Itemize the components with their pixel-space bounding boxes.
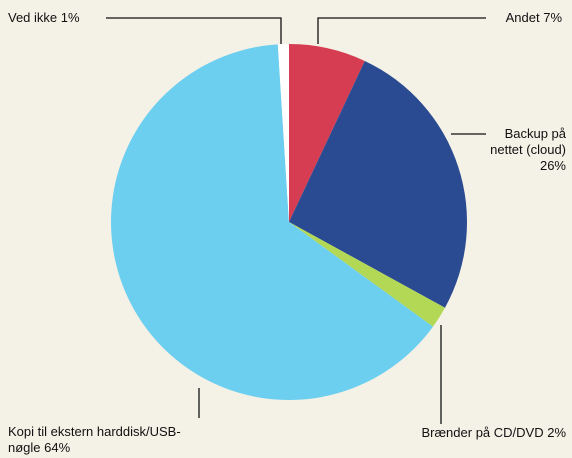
leader-line-ved-ikke	[106, 17, 282, 44]
slice-label-ved-ikke: Ved ikke 1%	[8, 10, 80, 25]
pie-slice-kopi-til-ekstern-harddisk-usb-nøgle	[111, 44, 434, 400]
pie-slice-ved-ikke	[277, 44, 289, 222]
pie-slice-andet	[289, 44, 365, 222]
slice-label-braender: Brænder på CD/DVD 2%	[421, 425, 567, 440]
pie-slice-brænder-på-cd-dvd	[289, 222, 445, 327]
slice-label-backup-line-3: 26%	[539, 158, 566, 173]
slice-label-kopi-line-2: nøgle 64%	[8, 440, 71, 455]
leader-line-andet	[317, 17, 486, 44]
pie-slice-backup-på-nettet-cloud	[289, 60, 467, 308]
slice-label-backup: Backup på nettet (cloud) 26%	[490, 126, 566, 174]
slice-label-kopi: Kopi til ekstern harddisk/USB- nøgle 64%	[8, 424, 181, 456]
slice-label-andet: Andet 7%	[505, 10, 562, 25]
slice-label-backup-line-2: nettet (cloud)	[490, 142, 566, 157]
slice-label-kopi-line-1: Kopi til ekstern harddisk/USB-	[8, 424, 181, 439]
slice-label-backup-line-1: Backup på	[504, 126, 566, 141]
